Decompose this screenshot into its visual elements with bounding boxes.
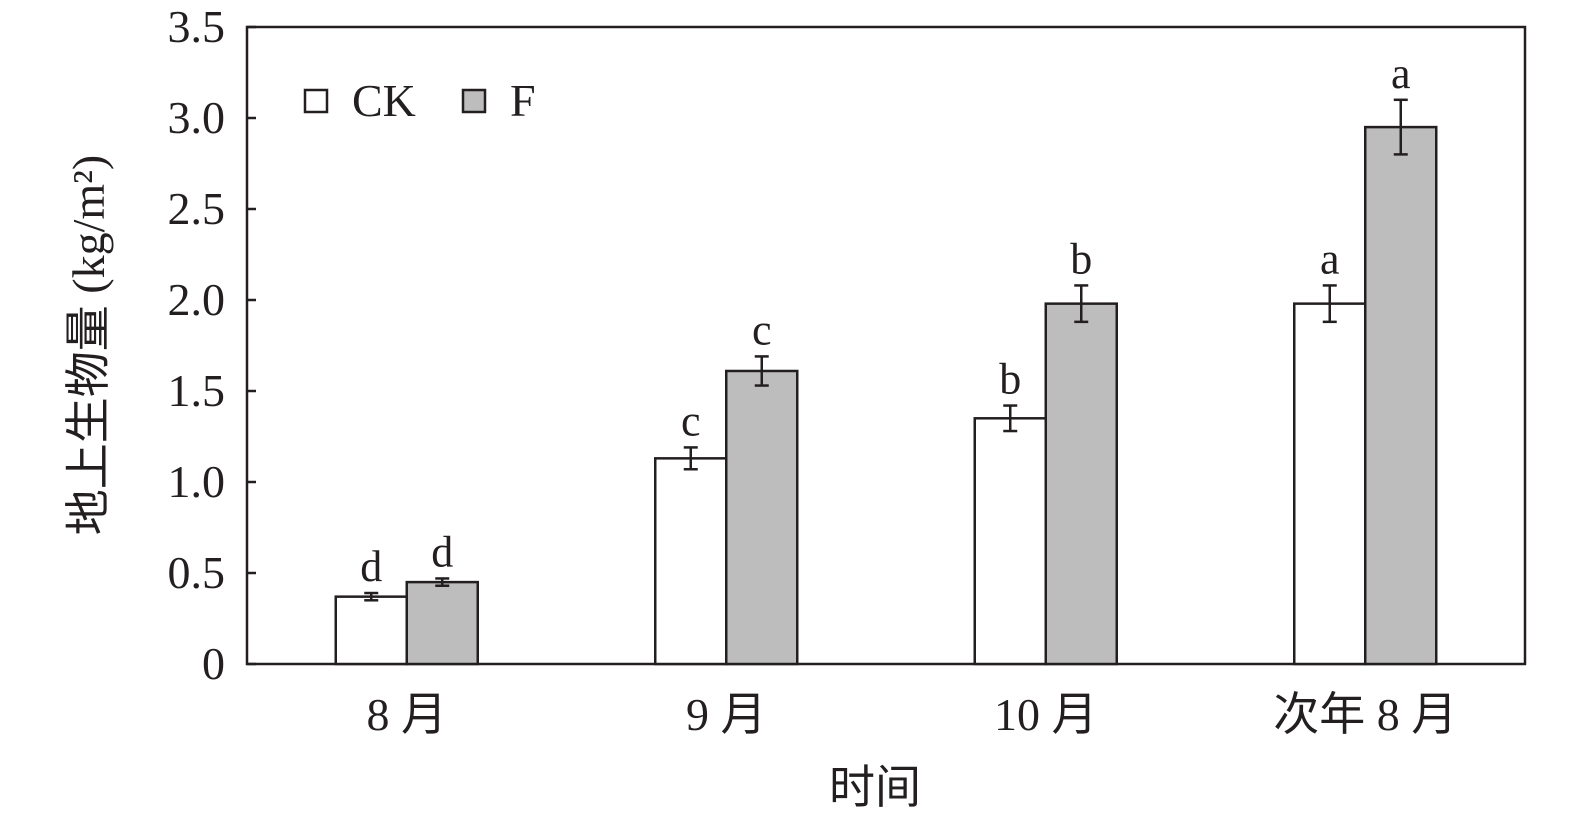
x-axis-categories: 8 月 9 月 10 月 次年 8 月 (367, 655, 1457, 740)
y-tick-label: 2.0 (168, 274, 226, 325)
plot-frame (245, 25, 1527, 666)
x-category-label: 次年 8 月 (1273, 689, 1457, 740)
bar-f (1044, 302, 1118, 666)
x-category-label: 9 月 (686, 689, 767, 740)
significance-label: d (360, 542, 382, 591)
y-tick-label: 2.5 (168, 183, 226, 234)
legend-swatch-ck (303, 88, 329, 114)
y-tick-label: 3.0 (168, 92, 226, 143)
bar-ck (1293, 302, 1367, 666)
significance-label: b (999, 355, 1021, 404)
y-axis-title: 地上生物量 (kg/m²) (63, 155, 114, 536)
legend: CK F (303, 75, 536, 126)
bar-f (405, 580, 479, 666)
y-tick-label: 0 (202, 638, 225, 689)
significance-label: a (1320, 234, 1340, 283)
significance-label: c (752, 305, 772, 354)
significance-label: c (681, 396, 701, 445)
bar-f (725, 369, 799, 666)
x-category-label: 8 月 (367, 689, 448, 740)
bar-series: d d c c b b a a (334, 49, 1438, 666)
x-category-label: 10 月 (994, 689, 1098, 740)
legend-swatch-f (461, 88, 487, 114)
significance-label: a (1391, 49, 1411, 98)
y-tick-label: 3.5 (168, 1, 226, 52)
significance-label: b (1070, 234, 1092, 283)
significance-label: d (431, 527, 453, 576)
y-tick-label: 1.5 (168, 365, 226, 416)
legend-label-f: F (510, 75, 536, 126)
bar-ck (973, 417, 1047, 666)
bar-f (1364, 125, 1438, 666)
bar-ck (654, 457, 728, 666)
y-tick-label: 0.5 (168, 547, 226, 598)
x-axis-title: 时间 (829, 762, 921, 813)
bar-ck (334, 595, 408, 666)
y-tick-label: 1.0 (168, 456, 226, 507)
y-axis-ticks: 0 0.5 1.0 1.5 2.0 2.5 3.0 3.5 (168, 1, 256, 689)
legend-label-ck: CK (352, 75, 416, 126)
